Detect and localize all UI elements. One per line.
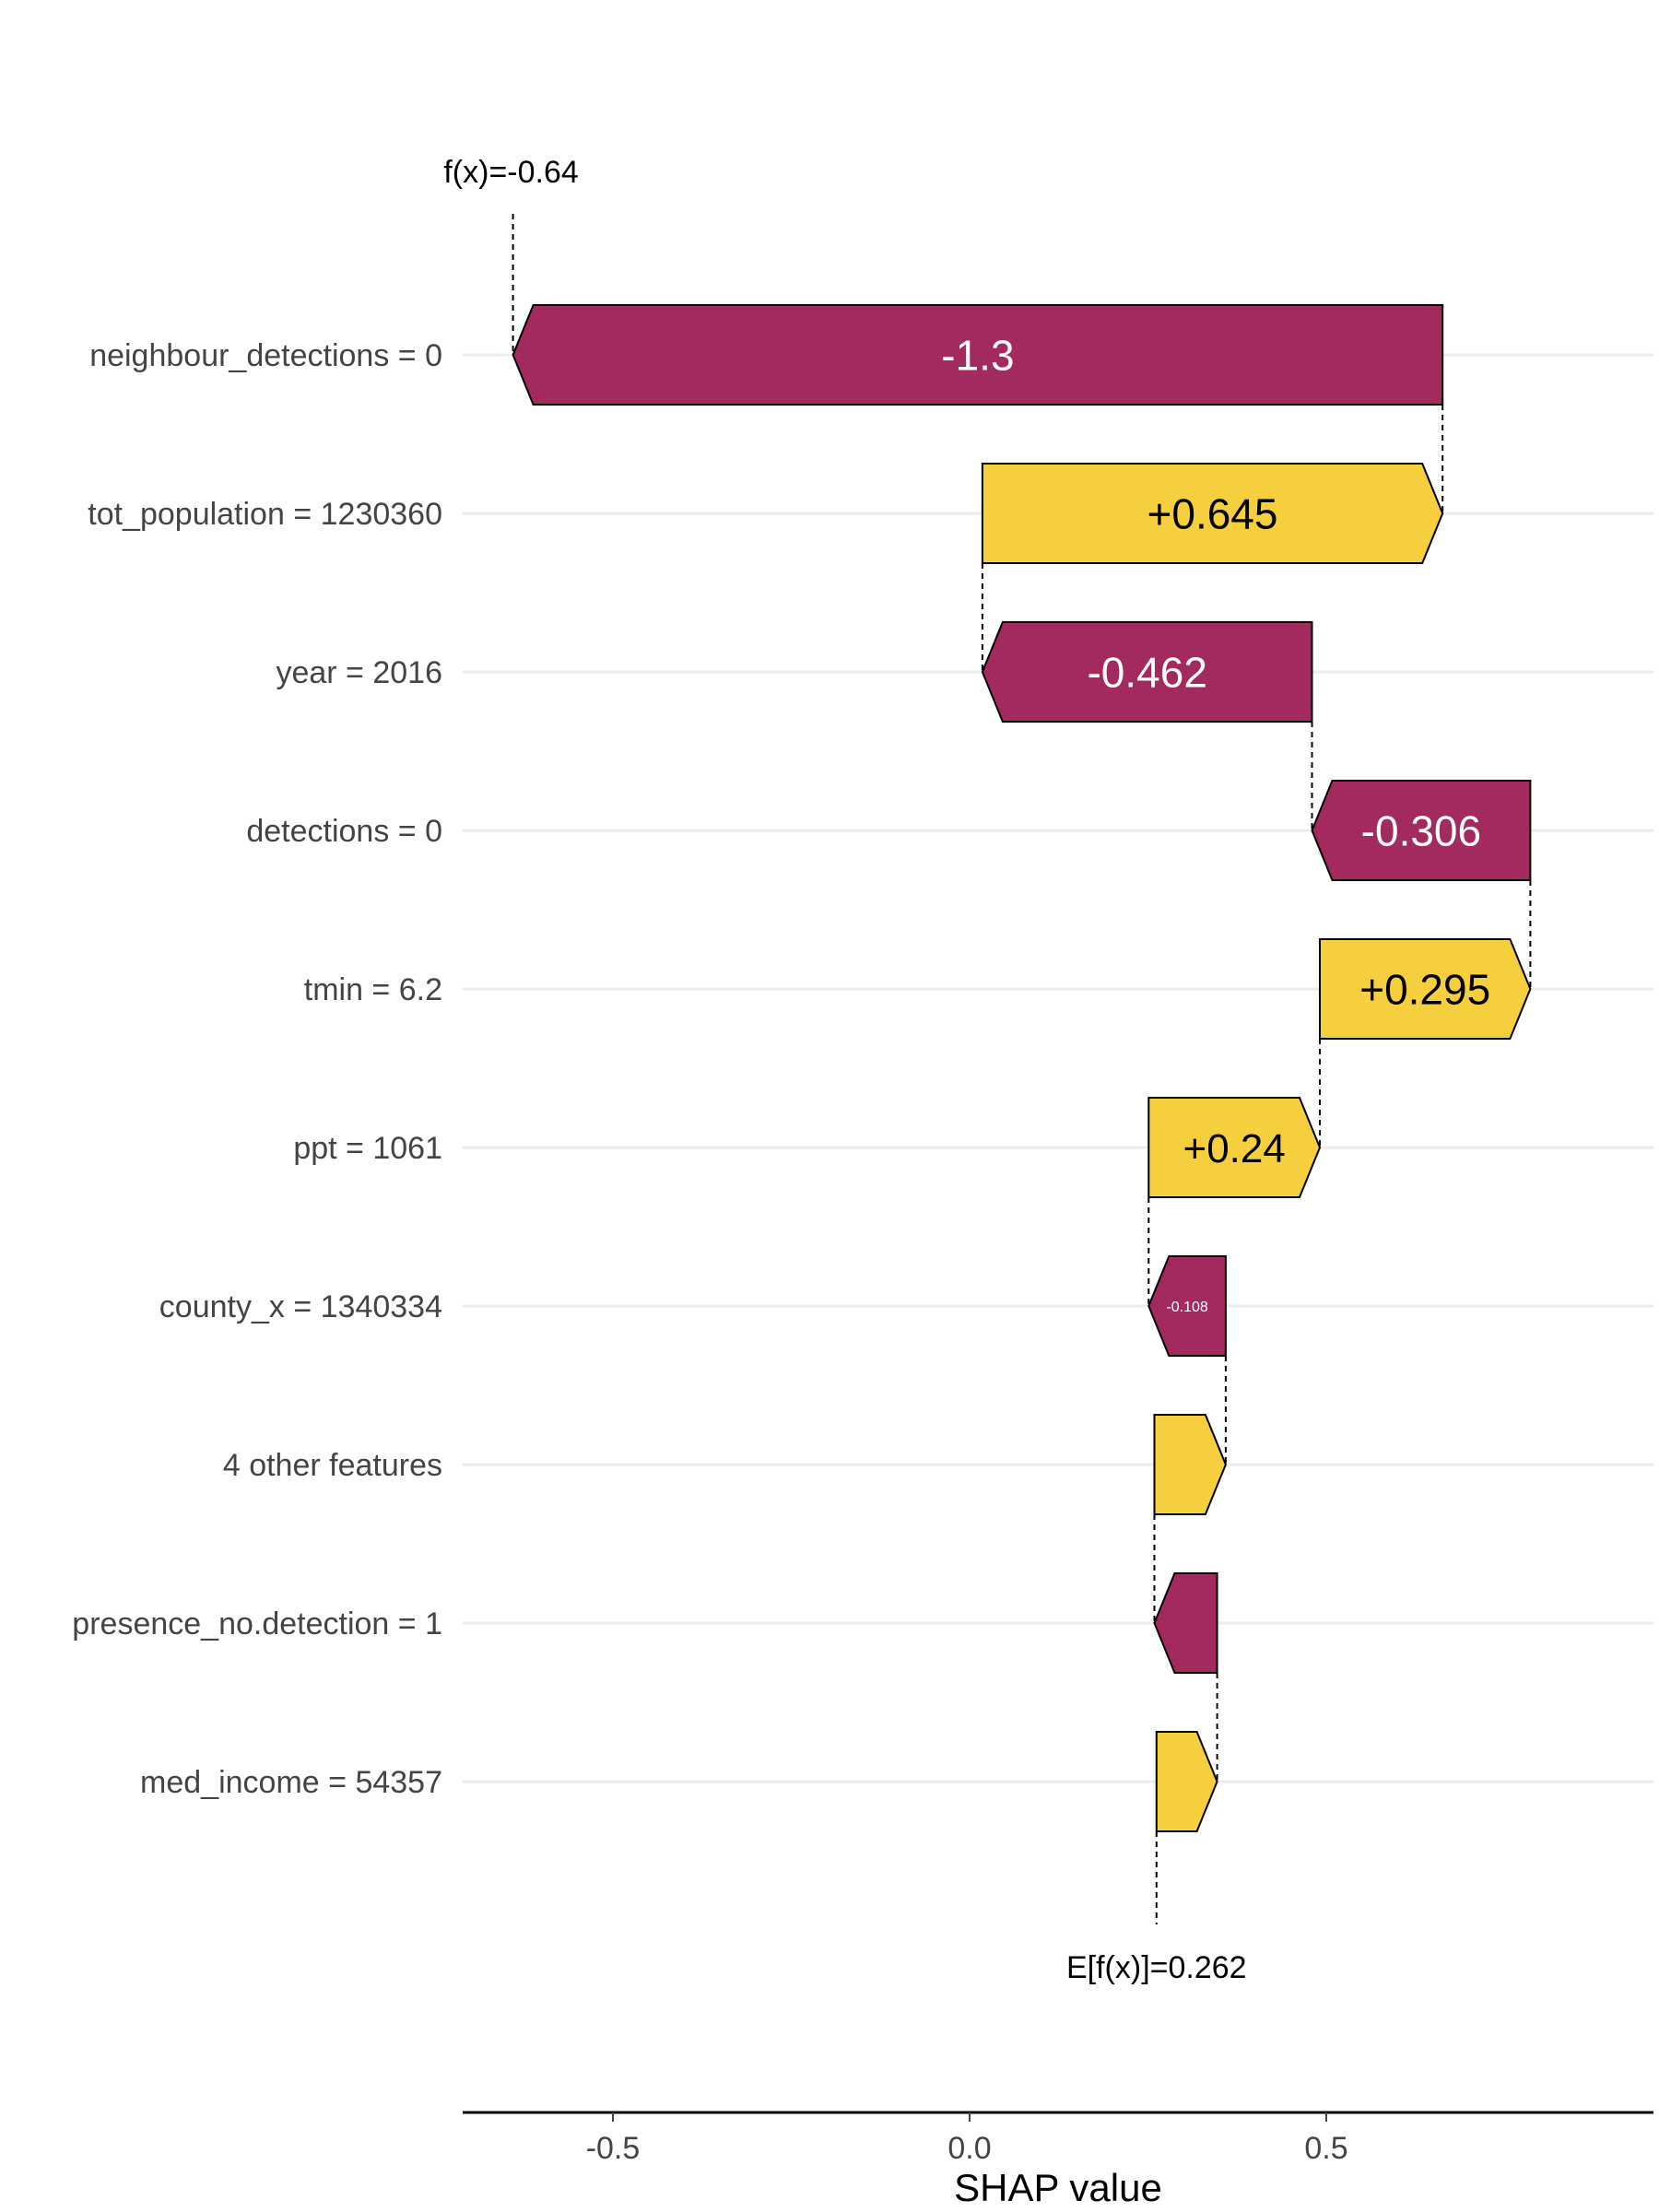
x-tick-label: -0.5	[586, 2131, 641, 2166]
feature-label: 4 other features	[223, 1448, 442, 1483]
bar-value-label: -1.3	[941, 332, 1014, 380]
bar-value-label: -0.306	[1361, 807, 1481, 855]
output-value-label: f(x)=-0.64	[443, 155, 578, 190]
feature-label: year = 2016	[276, 655, 442, 690]
feature-label: tot_population = 1230360	[88, 497, 442, 532]
waterfall-bar	[512, 304, 1444, 406]
bar-value-label: +0.645	[1147, 490, 1278, 538]
waterfall-bar	[1153, 1414, 1227, 1515]
waterfall-bar	[1319, 938, 1532, 1040]
x-tick-label: 0.5	[1304, 2131, 1347, 2166]
bar-value-label: +0.295	[1359, 966, 1490, 1014]
waterfall-bar	[1147, 1255, 1227, 1357]
annotations: f(x)=-0.64 E[f(x)]=0.262	[443, 155, 1246, 1985]
feature-label: presence_no.detection = 1	[72, 1606, 442, 1641]
bar-value-label: -0.462	[1087, 649, 1206, 697]
feature-label: detections = 0	[246, 814, 442, 849]
feature-labels: neighbour_detections = 0 tot_population =…	[72, 338, 442, 1800]
feature-label: med_income = 54357	[140, 1765, 442, 1800]
bar-value-label: +0.24	[1183, 1126, 1286, 1171]
waterfall-bar	[1155, 1731, 1218, 1832]
feature-label: ppt = 1061	[293, 1131, 442, 1166]
waterfall-bar	[1153, 1572, 1218, 1674]
x-tick-label: 0.0	[947, 2131, 991, 2166]
waterfall-bar	[1147, 1097, 1322, 1198]
x-axis-title: SHAP value	[954, 2166, 1162, 2209]
waterfall-bar	[981, 621, 1313, 723]
feature-label: county_x = 1340334	[159, 1289, 442, 1324]
bar-value-label: -0.108	[1166, 1300, 1207, 1315]
waterfall-bar	[1311, 780, 1532, 881]
gridlines	[463, 353, 1653, 1783]
feature-label: neighbour_detections = 0	[89, 338, 442, 373]
bars: -1.3 +0.645 -0.462 -0.306 +0.295 +0.24 -0.108	[512, 304, 1532, 1832]
feature-label: tmin = 6.2	[304, 972, 442, 1007]
waterfall-bar	[981, 463, 1444, 564]
connector-lines	[512, 214, 1532, 1924]
base-value-label: E[f(x)]=0.262	[1066, 1950, 1247, 1985]
x-axis-ticks: -0.5 0.0 0.5	[586, 2112, 1348, 2166]
